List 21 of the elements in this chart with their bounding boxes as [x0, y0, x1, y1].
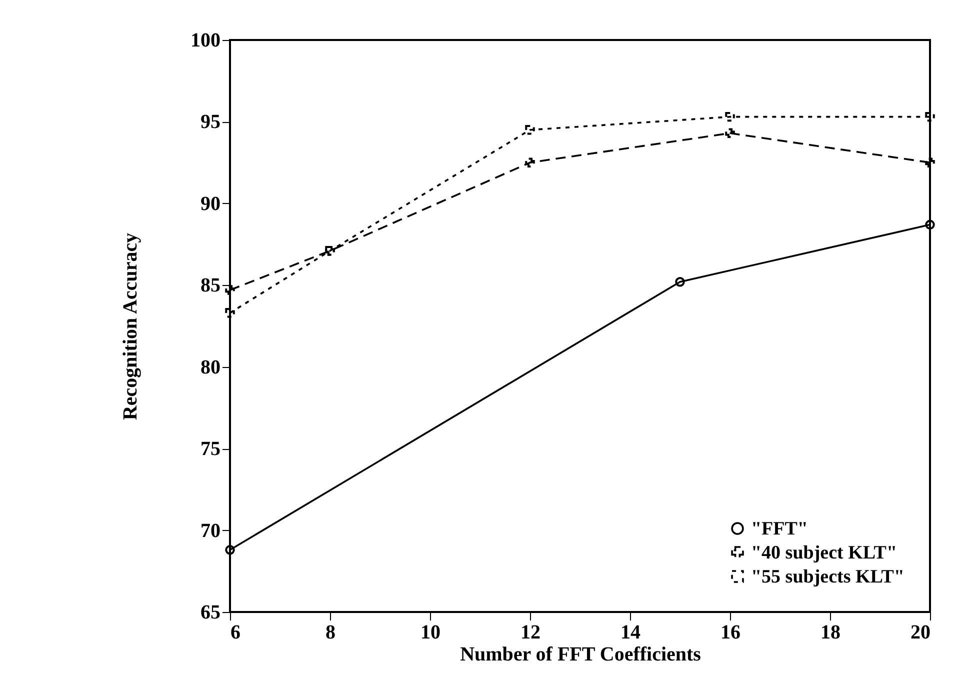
- x-tick-label: 6: [230, 622, 240, 644]
- x-axis-title: Number of FFT Coefficients: [460, 644, 702, 666]
- x-tick-label: 20: [910, 622, 930, 644]
- x-tick-label: 10: [420, 622, 440, 644]
- y-tick-label: 70: [200, 520, 220, 542]
- y-tick-label: 85: [200, 274, 220, 297]
- y-tick-label: 75: [200, 438, 220, 460]
- x-tick-label: 18: [820, 622, 840, 644]
- x-tick-label: 16: [720, 622, 740, 644]
- y-tick-label: 100: [190, 30, 220, 52]
- y-tick-label: 90: [200, 192, 220, 215]
- x-tick-label: 14: [620, 622, 640, 644]
- legend-label: "FFT": [751, 518, 808, 540]
- y-tick-label: 95: [200, 111, 220, 134]
- y-tick-label: 80: [200, 356, 220, 378]
- y-tick-label: 65: [200, 602, 220, 624]
- x-tick-label: 12: [520, 622, 540, 644]
- x-tick-label: 8: [326, 622, 336, 644]
- legend-label: "55 subjects KLT": [751, 566, 904, 588]
- y-axis-title: Recognition Accuracy: [120, 232, 142, 420]
- legend-label: "40 subject KLT": [751, 542, 898, 564]
